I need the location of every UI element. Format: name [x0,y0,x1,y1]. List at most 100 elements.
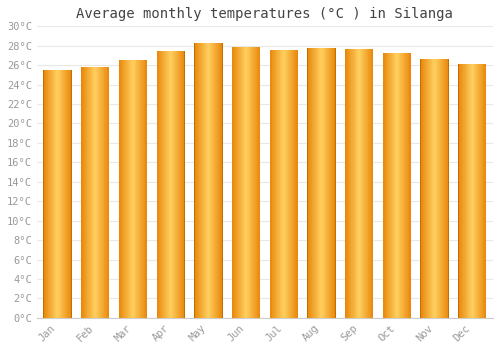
Bar [408,54,409,318]
Bar [324,48,325,318]
Bar [409,54,410,318]
Bar [250,47,251,318]
Bar [173,51,174,318]
Bar [485,64,486,318]
Bar [386,54,387,318]
Bar [248,47,249,318]
Bar [358,49,359,318]
Bar [347,49,348,318]
Bar [256,47,258,318]
Bar [241,47,242,318]
Bar [402,54,404,318]
Bar [427,59,428,318]
Bar [323,48,324,318]
Bar [119,60,120,318]
Bar [273,50,274,318]
Bar [247,47,248,318]
Bar [143,60,144,318]
Bar [309,48,310,318]
Bar [473,64,474,318]
Bar [237,47,238,318]
Bar [50,70,51,318]
Bar [401,54,402,318]
Bar [431,59,432,318]
Bar [367,49,368,318]
Bar [167,51,168,318]
Bar [326,48,327,318]
Bar [218,43,219,318]
Bar [445,59,446,318]
Bar [365,49,366,318]
Bar [56,70,57,318]
Bar [184,51,185,318]
Bar [459,64,460,318]
Bar [156,51,157,318]
Bar [100,67,101,318]
Bar [478,64,480,318]
Bar [439,59,440,318]
Bar [163,51,164,318]
Bar [70,70,71,318]
Bar [251,47,252,318]
Bar [214,43,216,318]
Bar [198,43,199,318]
Bar [101,67,102,318]
Bar [462,64,463,318]
Bar [476,64,478,318]
Bar [45,70,46,318]
Bar [283,50,284,318]
Bar [221,43,222,318]
Bar [428,59,429,318]
Bar [82,67,83,318]
Bar [103,67,104,318]
Bar [178,51,179,318]
Bar [258,47,259,318]
Bar [142,60,143,318]
Bar [279,50,280,318]
Bar [394,54,395,318]
Bar [318,48,320,318]
Bar [48,70,49,318]
Bar [353,49,354,318]
Bar [87,67,88,318]
Bar [460,64,461,318]
Bar [252,47,253,318]
Bar [164,51,165,318]
Bar [102,67,103,318]
Bar [66,70,68,318]
Bar [64,70,66,318]
Bar [106,67,108,318]
Bar [472,64,473,318]
Bar [368,49,369,318]
Bar [285,50,286,318]
Bar [322,48,323,318]
Bar [471,64,472,318]
Bar [390,54,391,318]
Bar [424,59,426,318]
Bar [194,43,195,318]
Bar [482,64,483,318]
Title: Average monthly temperatures (°C ) in Silanga: Average monthly temperatures (°C ) in Si… [76,7,454,21]
Bar [442,59,443,318]
Bar [220,43,221,318]
Bar [468,64,469,318]
Bar [177,51,178,318]
Bar [325,48,326,318]
Bar [288,50,290,318]
Bar [212,43,214,318]
Bar [137,60,138,318]
Bar [397,54,398,318]
Bar [206,43,207,318]
Bar [464,64,465,318]
Bar [180,51,182,318]
Bar [58,70,59,318]
Bar [211,43,212,318]
Bar [246,47,247,318]
Bar [253,47,254,318]
Bar [448,59,449,318]
Bar [426,59,427,318]
Bar [120,60,121,318]
Bar [47,70,48,318]
Bar [395,54,396,318]
Bar [104,67,105,318]
